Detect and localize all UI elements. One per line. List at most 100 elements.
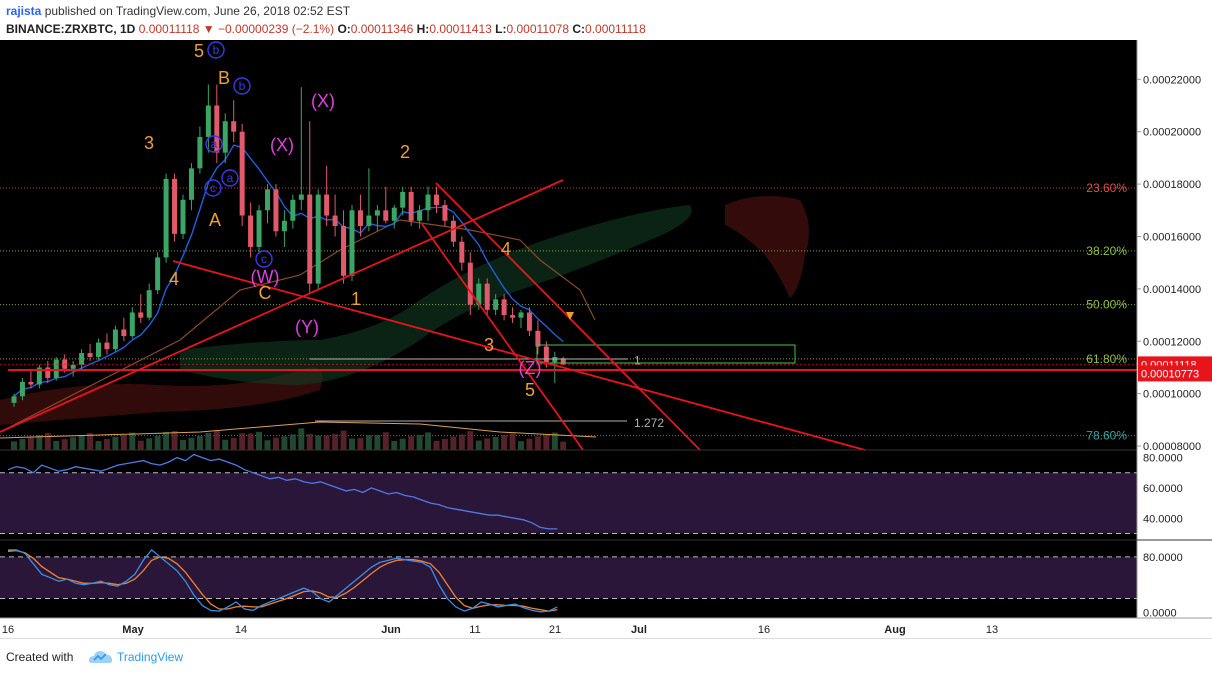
candle-body	[535, 330, 541, 347]
volume-bar	[289, 434, 296, 450]
change-arrow-icon: ▼	[202, 22, 215, 36]
candle-body	[70, 364, 76, 369]
candle-body	[391, 207, 397, 221]
volume-bar	[349, 438, 355, 450]
wave-label-blue-circle	[205, 135, 223, 153]
tradingview-link[interactable]: TradingView	[117, 650, 184, 664]
volume-bar	[239, 433, 246, 450]
volume-bar	[103, 439, 110, 450]
tradingview-cloud-logo-icon[interactable]	[88, 648, 114, 666]
time-tick-label: May	[122, 624, 144, 636]
price-tick-label: 0.00018000	[1143, 179, 1201, 191]
rsi-tick-label: 80.0000	[1143, 453, 1183, 465]
candle-body	[96, 342, 101, 357]
candle-body	[273, 189, 279, 232]
candle-body	[408, 191, 414, 221]
fib-level-label: 50.00%	[1086, 298, 1127, 312]
volume-bar	[213, 430, 220, 450]
volume-bar	[264, 440, 271, 450]
candle-body	[543, 346, 549, 363]
volume-bar	[306, 434, 313, 450]
target-box	[536, 344, 796, 364]
volume-bar	[560, 441, 567, 450]
candle-body	[188, 168, 194, 200]
volume-bar	[518, 441, 524, 450]
volume-bar	[61, 439, 68, 450]
ichimoku-cloud-red	[0, 367, 323, 425]
volume-bar	[196, 435, 203, 450]
candle-body	[256, 210, 262, 247]
candle-body	[231, 121, 237, 132]
price-tick-label: 0.00010000	[1143, 389, 1201, 401]
volume-bar	[70, 437, 77, 450]
wave-label-orange: A	[209, 210, 221, 230]
wave-label-blue-circle	[233, 77, 251, 95]
candle-body	[493, 299, 499, 310]
rsi-tick-label: 40.0000	[1143, 513, 1183, 525]
time-tick-label: Jun	[381, 624, 401, 636]
high-label: H:	[416, 22, 430, 36]
volume-bar	[399, 438, 406, 450]
footer: Created with TradingView	[0, 638, 1212, 675]
candle-body	[560, 358, 566, 365]
moving-average-line	[13, 144, 564, 397]
candle-body	[526, 312, 532, 331]
candle-body	[281, 220, 287, 232]
rsi-pane[interactable]	[0, 453, 1137, 534]
rsi-tick-label: 60.0000	[1143, 483, 1183, 495]
symbol-label: BINANCE:ZRXBTC, 1D	[6, 22, 136, 36]
volume-bar	[391, 440, 398, 450]
candle-body	[349, 210, 355, 276]
time-tick-label: Jul	[631, 624, 647, 636]
volume-bar	[551, 432, 558, 450]
open-value: 0.00011346	[350, 22, 414, 36]
wave-label-blue-circle	[207, 41, 225, 59]
last-price: 0.00011118	[138, 22, 200, 36]
candle-body	[180, 199, 186, 234]
candle-body	[307, 194, 313, 284]
volume-bar	[281, 436, 288, 450]
wave-label-orange: 3	[144, 133, 154, 153]
time-tick-label: 16	[758, 624, 770, 636]
price-pane[interactable]: 23.60%38.20%50.00%61.80%78.60%11.2725B3A…	[0, 41, 1137, 451]
chart-canvas[interactable]: 23.60%38.20%50.00%61.80%78.60%11.2725B3A…	[0, 40, 1212, 638]
candle-body	[467, 262, 473, 305]
volume-bar	[492, 437, 499, 450]
volume-bar	[120, 434, 127, 450]
volume-bar	[36, 434, 43, 450]
symbol-info: BINANCE:ZRXBTC, 1D 0.00011118 ▼ −0.00000…	[6, 22, 646, 36]
candle-body	[146, 290, 152, 318]
volume-bar	[501, 434, 508, 450]
stoch-pane[interactable]	[0, 548, 1137, 613]
stoch-k-line	[8, 548, 558, 613]
candle-body	[205, 105, 211, 137]
candle-body	[425, 194, 431, 211]
extension-label: 1	[634, 354, 641, 368]
volume-bar	[137, 440, 144, 450]
wave-label-orange: 4	[169, 269, 179, 289]
fib-level-label: 23.60%	[1086, 181, 1127, 195]
candle-body	[155, 257, 161, 291]
price-change: −0.00000239 (−2.1%)	[218, 22, 335, 36]
volume-bar	[467, 431, 474, 450]
open-label: O:	[337, 22, 351, 36]
volume-bar	[53, 440, 60, 450]
volume-bar	[95, 441, 102, 450]
volume-bar	[163, 431, 170, 450]
low-value: 0.00011078	[506, 22, 570, 36]
volume-ma-line	[0, 421, 597, 439]
volume-bar	[146, 438, 153, 450]
volume-bar	[340, 430, 347, 450]
price-tick-label: 0.00022000	[1143, 74, 1201, 86]
author-link[interactable]: rajista	[6, 4, 42, 18]
volume-bar	[230, 438, 237, 450]
price-tag-label: 0.00010773	[1141, 368, 1199, 380]
volume-bar	[534, 436, 541, 450]
volume-bar	[475, 440, 482, 450]
candle-body	[434, 194, 439, 206]
candle-body	[476, 283, 482, 305]
candle-body	[172, 178, 178, 234]
volume-bar	[188, 437, 195, 450]
time-tick-label: 14	[235, 624, 247, 636]
candle-body	[324, 194, 330, 216]
